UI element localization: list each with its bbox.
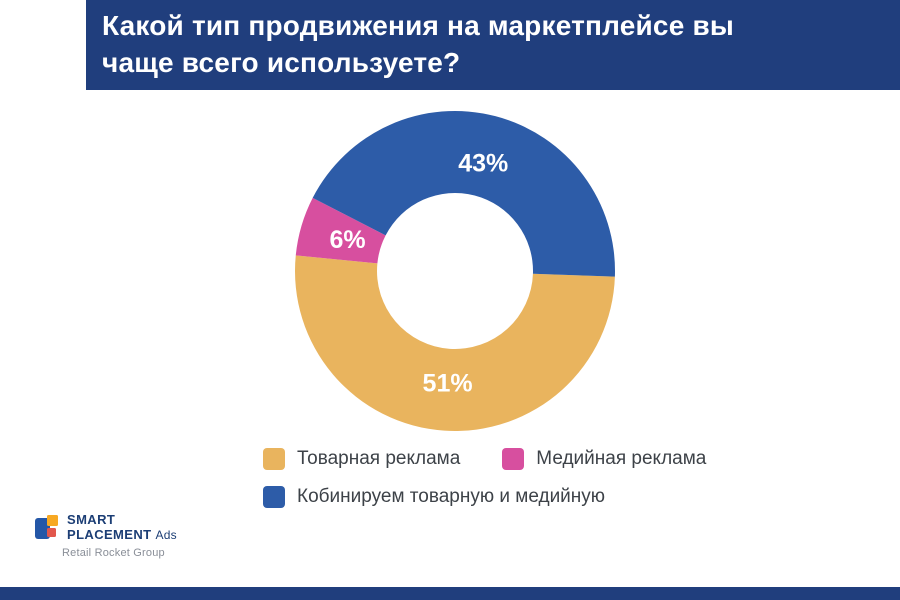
legend-swatch-1: [502, 448, 525, 470]
donut-data-label-1: 6%: [329, 226, 365, 254]
logo-subtitle: Retail Rocket Group: [62, 547, 165, 559]
chart-legend: Товарная реклама Медийная реклама Кобиниру…: [263, 447, 733, 509]
legend-label-0: Товарная реклама: [297, 448, 461, 469]
logo-line1: SMART: [67, 512, 116, 528]
legend-item-1: Медийная реклама: [502, 447, 706, 471]
footer-bar: [0, 587, 900, 600]
brand-logo-icon: [35, 515, 58, 539]
donut-segment-2: [312, 110, 615, 277]
donut-segment-1: [295, 197, 386, 264]
donut-chart: 51% 6% 43%: [295, 110, 615, 431]
donut-data-label-2: 43%: [458, 149, 508, 177]
logo-line2: PLACEMENT: [67, 527, 152, 542]
logo-suffix: Ads: [155, 528, 177, 542]
donut-segment-0: [295, 255, 615, 431]
legend-item-0: Товарная реклама: [263, 447, 460, 471]
legend-swatch-0: [263, 448, 285, 470]
legend-label-1: Медийная реклама: [536, 448, 707, 469]
page-title: Какой тип продвижения на маркетплейсе вы…: [102, 10, 734, 78]
brand-logo: SMART PLACEMENT Ads Retail Rocket Group: [34, 512, 177, 559]
legend-label-2: Кобинируем товарную и медийную: [297, 486, 606, 507]
legend-item-2: Кобинируем товарную и медийную: [263, 485, 605, 509]
header-banner: Какой тип продвижения на маркетплейсе вы…: [86, 0, 900, 90]
legend-swatch-2: [263, 486, 285, 508]
donut-data-label-0: 51%: [423, 370, 473, 398]
